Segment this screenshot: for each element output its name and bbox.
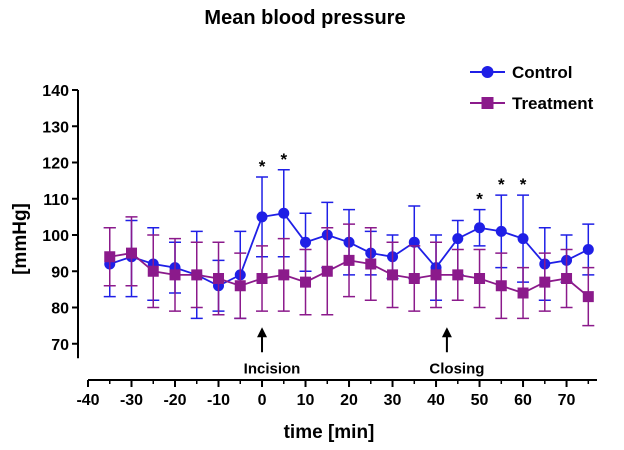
x-tick-label: 20 — [340, 392, 358, 409]
annotation-label: Incision — [244, 360, 301, 377]
y-tick-label: 90 — [51, 264, 69, 281]
data-point — [213, 273, 225, 284]
data-point — [387, 269, 399, 281]
data-point — [256, 273, 268, 284]
legend-item-control: Control — [470, 63, 572, 82]
annotation-label: Closing — [429, 360, 484, 377]
data-point — [474, 273, 486, 284]
y-tick-label: 100 — [42, 228, 69, 245]
axes: 70 80 90 100 110 120 130 140 -40 -30 -20 -10 0 10 20 30… — [42, 83, 597, 409]
legend-item-treatment: Treatment — [470, 94, 594, 113]
chart-title: Mean blood pressure — [204, 7, 405, 29]
legend-marker — [481, 97, 494, 109]
x-tick-label: 60 — [514, 392, 532, 409]
annotation-closing: Closing — [429, 327, 484, 377]
legend: Control Treatment — [470, 63, 594, 113]
data-point — [256, 211, 268, 223]
data-point — [300, 236, 312, 248]
data-point — [517, 233, 529, 245]
data-point — [234, 280, 246, 292]
data-point — [343, 254, 355, 266]
series-control — [103, 169, 595, 320]
significance-star: * — [280, 150, 287, 169]
data-point — [452, 269, 464, 281]
significance-star: * — [476, 190, 483, 209]
data-point — [430, 269, 442, 281]
x-tick-label: 40 — [427, 392, 445, 409]
x-tick-label: 10 — [297, 392, 315, 409]
annotation-arrow-head — [441, 327, 452, 338]
legend-marker — [481, 66, 494, 78]
series-layer — [103, 169, 595, 327]
annotation-incision: Incision — [244, 327, 301, 377]
x-axis-title: time [min] — [284, 422, 375, 443]
x-tick-label: 50 — [471, 392, 489, 409]
legend-label: Control — [512, 63, 572, 82]
y-tick-label: 140 — [42, 83, 69, 100]
significance-star: * — [520, 175, 527, 194]
data-point — [278, 269, 290, 281]
data-point — [517, 287, 529, 299]
significance-stars: * * * * * — [259, 150, 527, 209]
data-point — [474, 222, 486, 234]
y-tick-label: 80 — [51, 301, 69, 318]
x-tick-label: -20 — [163, 392, 186, 409]
data-point — [495, 225, 507, 237]
data-point — [321, 265, 333, 277]
data-point — [365, 258, 377, 270]
data-point — [147, 265, 159, 277]
significance-star: * — [498, 175, 505, 194]
data-point — [582, 291, 594, 303]
data-point — [539, 276, 551, 288]
x-tick-label: 30 — [384, 392, 402, 409]
data-point — [452, 233, 464, 245]
y-tick-label: 110 — [43, 192, 69, 209]
data-point — [561, 273, 573, 284]
x-tick-label: -10 — [207, 392, 230, 409]
data-point — [104, 251, 116, 263]
data-point — [582, 244, 594, 255]
series-treatment — [103, 216, 595, 327]
annotation-arrow-head — [257, 327, 268, 338]
significance-star: * — [259, 157, 266, 176]
data-point — [169, 269, 181, 281]
data-point — [408, 236, 420, 248]
legend-label: Treatment — [512, 94, 594, 113]
x-tick-label: -30 — [120, 392, 143, 409]
x-tick-label: -40 — [76, 392, 99, 409]
y-axis-title: [mmHg] — [10, 203, 31, 275]
data-point — [300, 276, 312, 288]
data-point — [278, 207, 290, 219]
data-point — [495, 280, 507, 292]
data-point — [126, 247, 138, 259]
y-tick-label: 130 — [42, 119, 69, 136]
data-point — [191, 269, 203, 281]
y-tick-label: 120 — [42, 156, 69, 173]
x-tick-label: 0 — [258, 392, 267, 409]
data-point — [408, 273, 420, 284]
annotations: Incision Closing — [244, 327, 484, 377]
y-tick-label: 70 — [51, 337, 69, 354]
x-tick-label: 70 — [558, 392, 576, 409]
